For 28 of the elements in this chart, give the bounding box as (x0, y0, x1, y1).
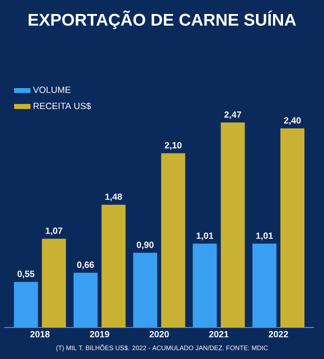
data-label: 2,10 (164, 142, 182, 150)
x-tick-label: 2020 (150, 330, 169, 338)
bar (74, 272, 98, 328)
bar (133, 252, 158, 328)
data-label: 0,90 (136, 242, 154, 250)
x-tick-label: 2019 (90, 330, 110, 338)
legend-label: VOLUME (33, 86, 70, 94)
x-tick-label: 2018 (30, 330, 50, 338)
bar (192, 244, 217, 328)
data-label: 1,07 (46, 228, 62, 236)
data-label: 1,48 (105, 194, 122, 202)
data-label: 2,47 (224, 111, 242, 120)
legend-label: RECEITA US$ (34, 102, 91, 110)
bar (252, 244, 276, 328)
bar (161, 153, 186, 328)
data-label: 0,55 (18, 270, 34, 278)
bar (14, 282, 38, 328)
x-tick-label: 2022 (268, 330, 288, 338)
bar (102, 204, 126, 328)
chart-title: EXPORTAÇÃO DE CARNE SUÍNA (28, 10, 296, 30)
bar (220, 122, 245, 328)
data-label: 1,01 (196, 232, 214, 240)
data-label: 0,66 (77, 262, 94, 270)
bar (42, 238, 66, 328)
x-tick-label: 2021 (209, 330, 229, 338)
data-label: 2,40 (284, 117, 301, 125)
bar (280, 128, 304, 328)
data-label: 1,01 (256, 232, 273, 240)
